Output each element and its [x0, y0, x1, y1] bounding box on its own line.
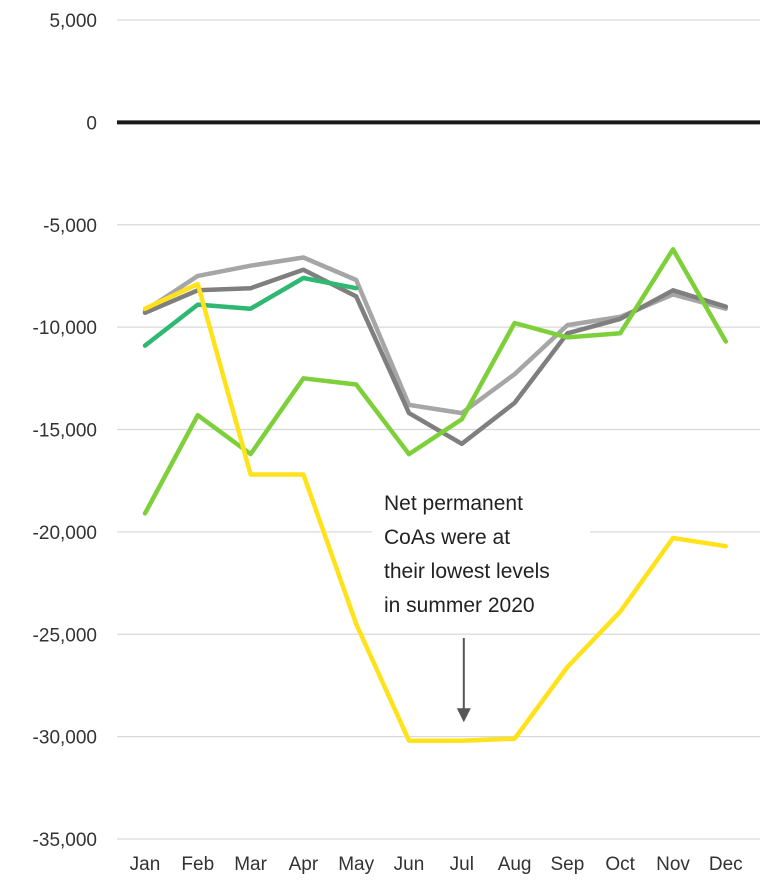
y-axis-ticks: 5,000 0 -5,000 -10,000 -15,000 -20,000 -25,000… [33, 11, 97, 851]
annotation-text-line: CoAs were at [384, 526, 510, 549]
x-tick-label: Mar [234, 854, 267, 875]
series-line-5 [142, 281, 729, 743]
x-tick-label: Jun [394, 854, 425, 875]
x-tick-label: Oct [605, 854, 635, 875]
series-line-1 [142, 255, 729, 416]
series-line-2 [142, 267, 729, 447]
x-tick-label: Sep [550, 854, 584, 875]
y-tick-label: 0 [86, 113, 97, 134]
x-tick-label: Jan [130, 854, 161, 875]
x-tick-label: May [338, 854, 374, 875]
y-tick-label: -5,000 [43, 216, 97, 237]
x-tick-label: Nov [656, 854, 690, 875]
y-tick-label: -15,000 [33, 421, 97, 442]
x-tick-label: Aug [498, 854, 532, 875]
annotation-text-line: Net permanent [384, 492, 523, 515]
y-tick-label: 5,000 [49, 11, 97, 32]
annotation-text-line: their lowest levels [384, 560, 550, 583]
x-tick-label: Apr [289, 854, 319, 875]
y-tick-label: -20,000 [33, 523, 97, 544]
series-lines [142, 247, 729, 743]
annotation-arrow-head [456, 708, 471, 723]
annotation: Net permanent CoAs were at their lowest le… [372, 482, 590, 723]
y-tick-label: -25,000 [33, 625, 97, 646]
x-tick-label: Jul [450, 854, 474, 875]
y-tick-label: -10,000 [33, 318, 97, 339]
y-tick-label: -30,000 [33, 728, 97, 749]
x-tick-label: Dec [709, 854, 743, 875]
x-tick-label: Feb [181, 854, 214, 875]
annotation-background [372, 482, 590, 624]
y-tick-label: -35,000 [33, 830, 97, 851]
series-line-3 [142, 275, 359, 348]
x-axis-ticks: Jan Feb Mar Apr May Jun Jul Aug Sep Oct Nov Dec [130, 854, 743, 875]
annotation-text-line: in summer 2020 [384, 594, 535, 617]
